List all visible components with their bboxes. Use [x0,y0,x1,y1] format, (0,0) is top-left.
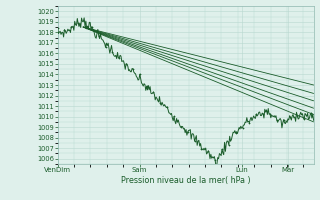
X-axis label: Pression niveau de la mer( hPa ): Pression niveau de la mer( hPa ) [121,176,251,185]
